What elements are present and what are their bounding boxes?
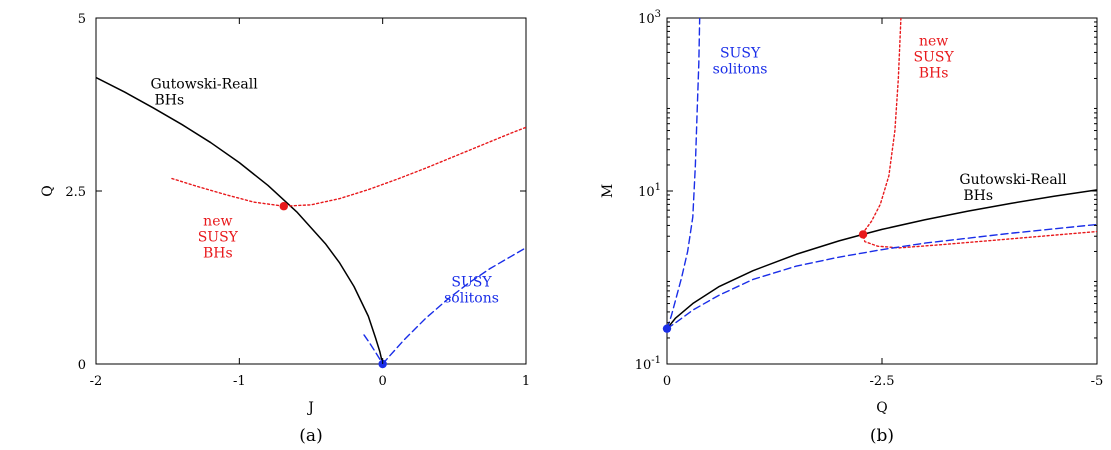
chart-a-xtick-label: 1 (522, 374, 530, 389)
chart-a-ytick-label: 5 (78, 12, 86, 27)
chart-a-series-susy-sol (381, 247, 526, 364)
chart-a-ytick-label: 0 (78, 358, 86, 373)
chart-b-series-susy-sol-upper (667, 18, 701, 330)
chart-a-series-susy-sol-tail (363, 334, 384, 364)
chart-a-points-layer (279, 202, 387, 369)
chart-a-ylabel: Q (40, 185, 56, 196)
chart-b-annotation-0: SUSY solitons (713, 45, 768, 77)
chart-b-xtick-label: -5 (1091, 374, 1104, 389)
chart-b-ytick-label: 10-1 (635, 355, 661, 373)
chart-b-xtick-label: -2.5 (869, 374, 894, 389)
chart-a-xtick-label: -2 (90, 374, 103, 389)
chart-b-series-gr (667, 189, 1097, 330)
chart-b-annotation-2: Gutowski-Reall BHs (959, 172, 1067, 204)
chart-a-xtick-label: -1 (233, 374, 246, 389)
chart-b-annotations-layer: SUSY solitons new SUSY BHs Gutowski-Reall BHs (713, 34, 1067, 205)
chart-b-marker-1 (858, 230, 868, 239)
chart-b-ytick-label: 101 (638, 182, 661, 200)
chart-a-series-new-susy (171, 126, 526, 207)
chart-a-annotation-0: Gutowski-Reall BHs (150, 77, 258, 109)
chart-a-annotation-2: SUSY solitons (444, 274, 499, 306)
chart-b-points-layer (662, 230, 868, 333)
chart-a-annotations-layer: Gutowski-Reall BHs new SUSY BHs SUSY solitons (150, 77, 498, 307)
chart-a-caption: (a) (299, 426, 322, 446)
chart-a-ticks-layer: -2 -1 0 1 0 2.5 5 (65, 12, 530, 389)
chart-a-marker-0 (279, 202, 288, 211)
chart-a-annotation-1: new SUSY BHs (198, 214, 239, 262)
chart-b-annotation-1: new SUSY BHs (913, 34, 954, 82)
chart-a-xtick-label: 0 (379, 374, 387, 389)
chart-a-ytick-label: 2.5 (65, 185, 86, 200)
chart-b-ylabel: M (600, 184, 616, 198)
chart-b-xtick-label: 0 (663, 374, 671, 389)
chart-a-xlabel: J (306, 400, 314, 416)
chart-b-series-susy-sol-lower (667, 223, 1097, 330)
chart-b-ticks-layer: 0 -2.5 -5 10-1 101 103 (635, 9, 1104, 389)
chart-b-marker-0 (662, 324, 672, 333)
chart-b-ytick-label: 103 (638, 9, 661, 27)
chart-b-caption: (b) (870, 426, 894, 446)
chart-b-series-new-susy (862, 18, 1097, 249)
chart-b-xlabel: Q (876, 400, 887, 416)
chart-a-frame (95, 17, 527, 365)
chart-a-series-layer (96, 76, 526, 364)
chart-a-series-gr (96, 76, 384, 364)
